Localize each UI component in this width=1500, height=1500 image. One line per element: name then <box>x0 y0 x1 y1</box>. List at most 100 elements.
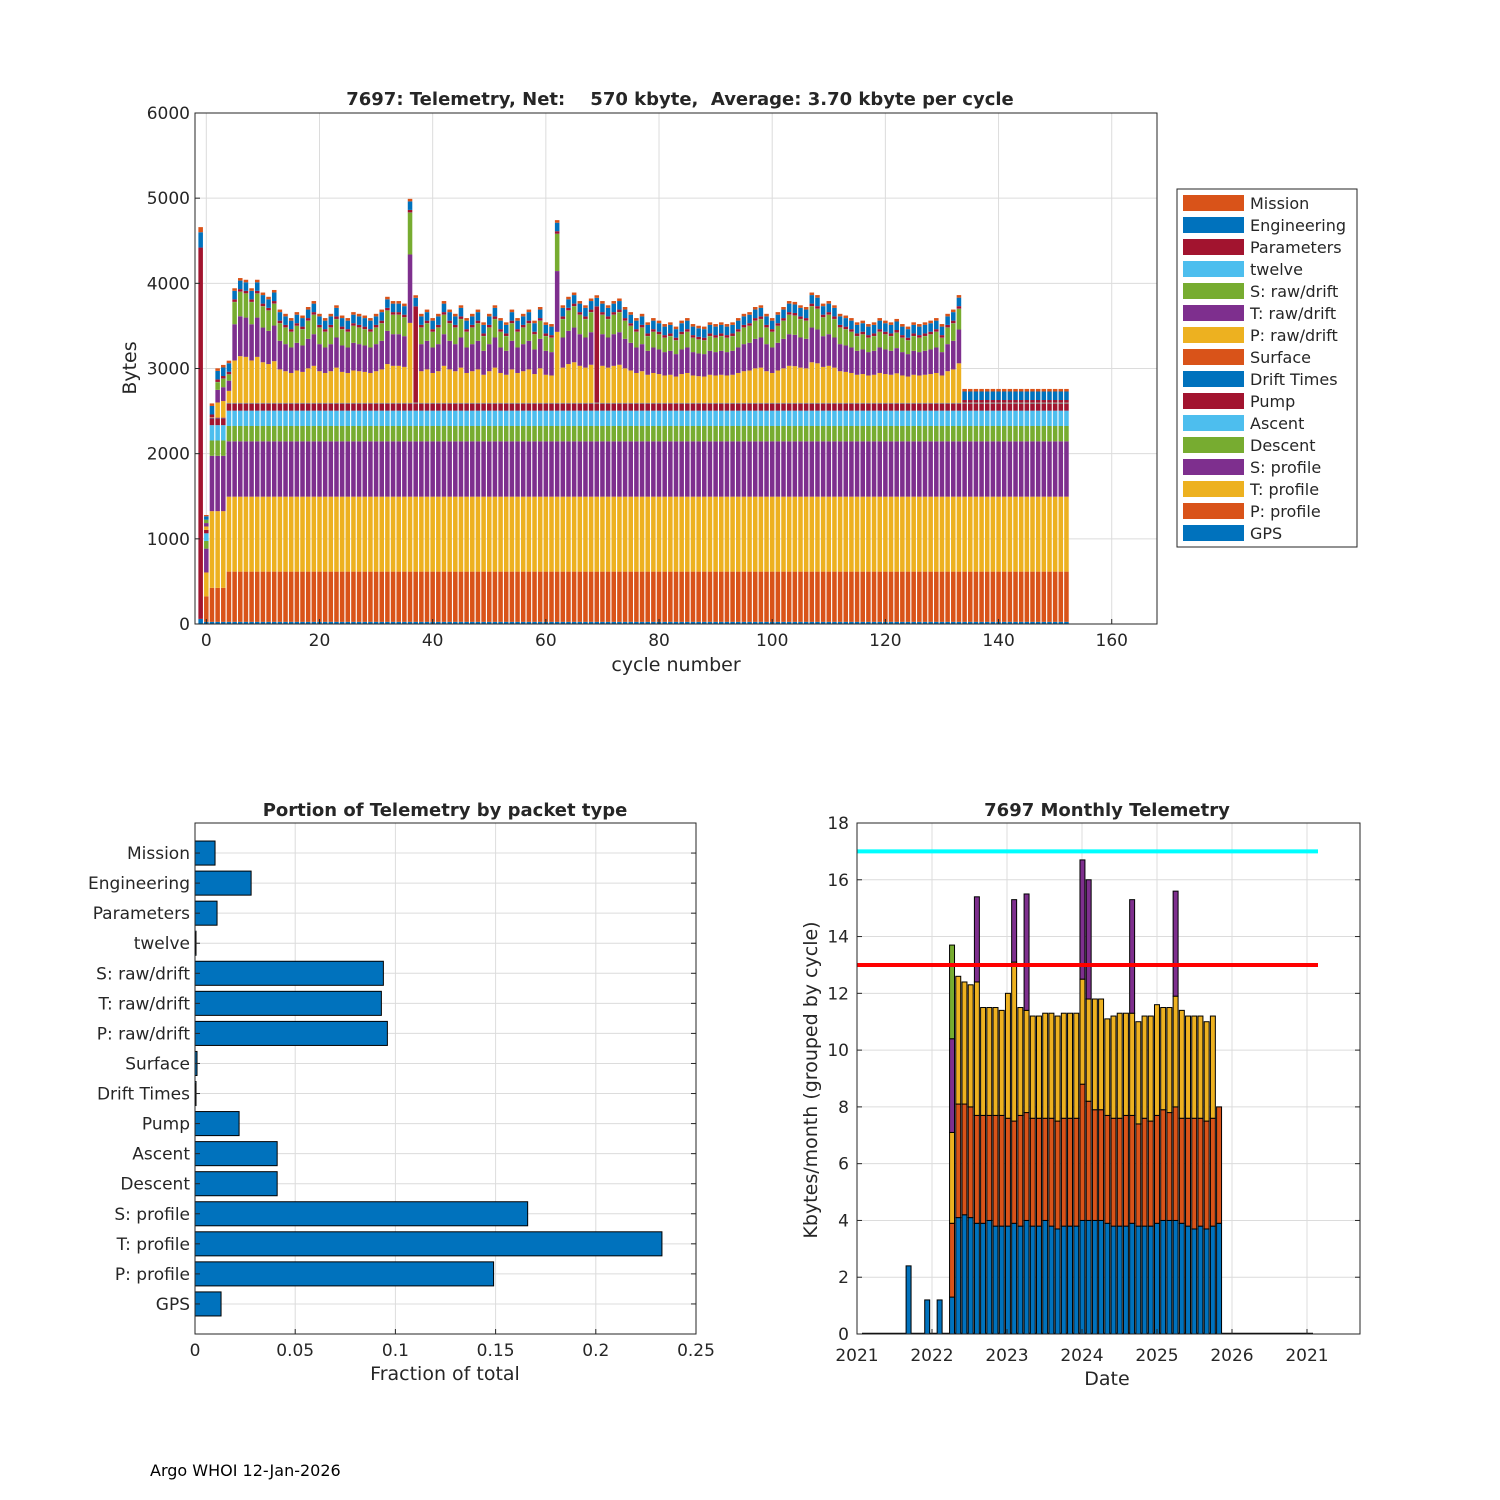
br-bar-segment <box>1191 1117 1198 1230</box>
br-bar-segment <box>1085 998 1092 1102</box>
top-bar-segment <box>651 425 656 442</box>
top-bar-segment <box>871 425 877 442</box>
top-bar-segment <box>679 334 684 350</box>
top-bar-segment <box>605 425 611 442</box>
top-bar-segment <box>945 327 950 345</box>
top-bar-segment <box>1035 400 1041 403</box>
top-bar-segment <box>339 403 345 411</box>
top-bar-segment <box>311 496 317 572</box>
top-bar-segment <box>877 402 882 404</box>
top-bar-segment <box>939 402 945 404</box>
top-bar-segment <box>277 441 283 497</box>
top-bar-segment <box>221 387 226 402</box>
br-y-tick-label: 6 <box>838 1155 849 1175</box>
top-bar-segment <box>492 305 498 308</box>
top-bar-segment <box>453 371 458 403</box>
top-bar-segment <box>752 309 758 319</box>
top-bar-segment <box>588 364 594 403</box>
top-bar-segment <box>1064 496 1069 572</box>
top-bar-segment <box>668 350 673 375</box>
top-bar-segment <box>1047 571 1052 622</box>
top-bar-segment <box>311 402 317 404</box>
br-bar-segment <box>1129 1114 1136 1224</box>
top-bar-segment <box>305 307 311 310</box>
top-bar-segment <box>713 621 718 624</box>
top-bar-segment <box>803 410 809 426</box>
top-bar-segment <box>866 375 871 403</box>
top-bar-segment <box>537 307 543 310</box>
top-bar-segment <box>905 496 911 572</box>
top-bar-segment <box>588 312 594 333</box>
top-bar-segment <box>583 316 588 319</box>
top-bar-segment <box>696 571 701 622</box>
top-bar-segment <box>877 621 882 624</box>
top-bar-segment <box>928 349 933 375</box>
top-bar-segment <box>809 410 815 426</box>
top-bar-segment <box>690 425 696 442</box>
top-bar-segment <box>696 496 701 572</box>
bl-x-tick-label: 0.25 <box>677 1341 715 1361</box>
top-bar-segment <box>803 571 809 622</box>
top-bar-segment <box>905 354 911 377</box>
br-bar-segment <box>1122 1012 1129 1116</box>
top-bar-segment <box>402 403 407 411</box>
top-bar-segment <box>843 329 849 346</box>
top-bar-segment <box>651 571 656 622</box>
top-bar-segment <box>956 410 962 426</box>
legend-swatch <box>1183 503 1244 519</box>
top-bar-segment <box>339 410 345 426</box>
top-bar-segment <box>894 441 899 497</box>
top-bar-segment <box>351 323 356 326</box>
top-bar-segment <box>956 403 962 411</box>
top-bar-segment <box>588 403 594 411</box>
top-bar-segment <box>866 337 871 353</box>
top-bar-segment <box>803 496 809 572</box>
top-bar-segment <box>260 295 266 304</box>
top-bar-segment <box>673 571 679 622</box>
br-bar-segment <box>1042 1117 1049 1221</box>
top-bar-segment <box>939 410 945 426</box>
top-bar-segment <box>973 425 979 442</box>
top-bar-segment <box>622 621 628 624</box>
top-bar-segment <box>843 326 849 330</box>
top-bar-segment <box>356 621 362 624</box>
top-bar-segment <box>560 410 566 426</box>
top-bar-segment <box>520 316 526 325</box>
top-bar-segment <box>424 571 430 622</box>
top-bar-segment <box>458 307 464 317</box>
top-bar-segment <box>515 621 520 624</box>
top-bar-segment <box>979 571 984 622</box>
top-bar-segment <box>673 425 679 442</box>
top-bar-segment <box>798 410 803 426</box>
top-bar-segment <box>781 441 786 497</box>
top-bar-segment <box>730 425 735 442</box>
top-bar-segment <box>702 337 707 341</box>
top-bar-segment <box>566 310 571 331</box>
top-bar-segment <box>764 403 769 411</box>
top-bar-segment <box>1024 621 1030 624</box>
top-bar-segment <box>741 441 747 497</box>
top-bar-segment <box>317 441 322 497</box>
top-bar-segment <box>447 369 452 403</box>
top-bar-segment <box>526 496 532 572</box>
top-bar-segment <box>232 496 237 572</box>
top-bar-segment <box>1035 425 1041 442</box>
top-bar-segment <box>803 318 809 321</box>
top-bar-segment <box>317 403 322 411</box>
top-bar-segment <box>917 425 922 442</box>
top-bar-segment <box>617 621 622 624</box>
top-bar-segment <box>883 331 888 335</box>
top-bar-segment <box>385 296 390 300</box>
top-bar-segment <box>735 441 741 497</box>
top-bar-segment <box>362 496 368 572</box>
top-bar-segment <box>1035 402 1041 404</box>
top-bar-segment <box>498 425 503 442</box>
top-bar-segment <box>956 425 962 442</box>
top-bar-segment <box>622 425 628 442</box>
top-bar-segment <box>402 441 407 497</box>
top-bar-segment <box>549 402 554 404</box>
top-bar-segment <box>594 441 600 497</box>
top-bar-segment <box>1052 391 1058 401</box>
top-bar-segment <box>407 403 413 411</box>
top-bar-segment <box>447 441 452 497</box>
